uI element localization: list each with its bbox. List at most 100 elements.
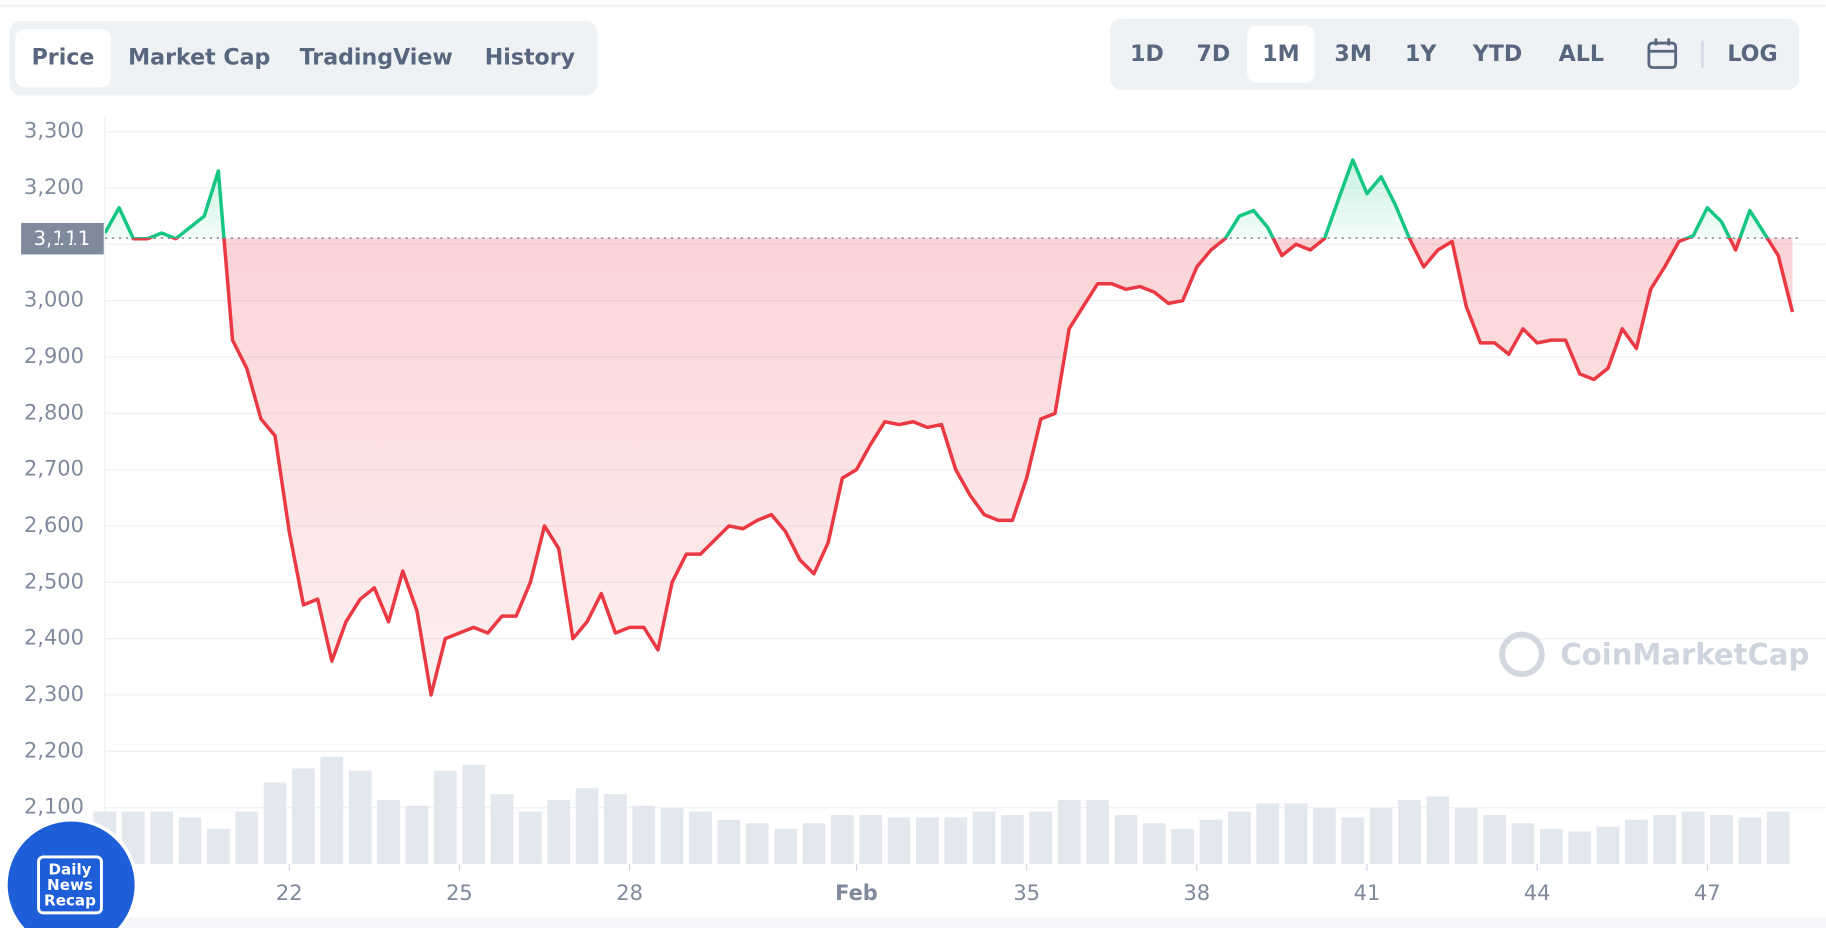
volume-bar bbox=[1454, 808, 1478, 864]
tab-button[interactable]: TradingView bbox=[300, 45, 453, 71]
volume-bar bbox=[1086, 799, 1109, 864]
range-button[interactable]: 1Y bbox=[1405, 41, 1437, 67]
volume-bar bbox=[1057, 799, 1081, 864]
y-tick-label: 2,800 bbox=[24, 400, 84, 424]
active-range-bg bbox=[1247, 25, 1315, 83]
volume-bar bbox=[859, 815, 883, 864]
volume-bar bbox=[1029, 811, 1053, 864]
volume-bar bbox=[660, 808, 684, 864]
calendar-icon[interactable] bbox=[1647, 38, 1678, 69]
badge-text: Daily bbox=[48, 860, 91, 878]
y-tick-label: 2,400 bbox=[24, 626, 84, 650]
volume-bar bbox=[1142, 823, 1166, 864]
x-tick-label: Feb bbox=[835, 881, 878, 905]
volume-bar bbox=[916, 817, 939, 864]
range-button[interactable]: 3M bbox=[1334, 41, 1371, 67]
volume-bar bbox=[235, 811, 259, 864]
x-tick-label: 35 bbox=[1013, 881, 1040, 905]
watermark: CoinMarketCap bbox=[1499, 631, 1809, 678]
volume-bar bbox=[1171, 829, 1194, 864]
range-button[interactable]: YTD bbox=[1472, 41, 1522, 67]
y-tick-label: 2,900 bbox=[24, 344, 84, 368]
volume-bar bbox=[1625, 819, 1648, 864]
log-button[interactable]: LOG bbox=[1727, 41, 1777, 67]
volume-bar bbox=[944, 817, 968, 864]
y-tick-label: 2,100 bbox=[24, 795, 84, 819]
y-tick-label: 3,300 bbox=[24, 119, 84, 143]
volume-bar bbox=[518, 811, 542, 864]
range-button[interactable]: 1M bbox=[1262, 41, 1299, 67]
volume-bar bbox=[1001, 815, 1024, 864]
x-tick-label: 28 bbox=[616, 881, 643, 905]
volume-bar bbox=[1256, 803, 1280, 864]
active-tab-bg bbox=[15, 29, 111, 88]
volume-bar bbox=[405, 805, 429, 864]
watermark-text: CoinMarketCap bbox=[1560, 638, 1809, 672]
volume-bar bbox=[972, 811, 996, 864]
x-tick-label: 47 bbox=[1694, 881, 1721, 905]
volume-bar bbox=[1596, 826, 1620, 864]
y-tick-label: 3,000 bbox=[24, 288, 84, 312]
volume-bar bbox=[689, 811, 712, 864]
badge-text: Recap bbox=[44, 892, 96, 910]
volume-bar bbox=[1341, 817, 1365, 864]
y-tick-label: 3,200 bbox=[24, 175, 84, 199]
y-tick-label: 2,700 bbox=[24, 457, 84, 481]
volume-bar bbox=[490, 794, 514, 864]
volume-bar bbox=[348, 770, 372, 864]
volume-bar bbox=[1539, 829, 1563, 864]
volume-bar bbox=[462, 764, 485, 864]
volume-bar bbox=[1228, 811, 1251, 864]
tab-bar bbox=[9, 20, 598, 96]
reference-label: 3,111 bbox=[34, 227, 91, 250]
volume-bar bbox=[1738, 817, 1762, 864]
y-tick-label: 2,600 bbox=[24, 513, 84, 537]
range-button[interactable]: ALL bbox=[1559, 41, 1604, 67]
x-axis-strip bbox=[104, 917, 1826, 928]
x-tick-label: 41 bbox=[1354, 881, 1381, 905]
volume-bar bbox=[604, 794, 627, 864]
volume-bar bbox=[433, 770, 457, 864]
volume-bar bbox=[1398, 799, 1421, 864]
x-tick-label: 44 bbox=[1524, 881, 1551, 905]
volume-bar bbox=[1653, 815, 1677, 864]
volume-bar bbox=[745, 823, 769, 864]
volume-bar bbox=[1369, 808, 1393, 864]
volume-bar bbox=[150, 811, 173, 864]
volume-bar bbox=[632, 805, 656, 864]
tab-button[interactable]: History bbox=[485, 45, 576, 71]
volume-bar bbox=[1568, 831, 1592, 864]
volume-bar bbox=[178, 817, 202, 864]
x-tick-label: 22 bbox=[276, 881, 303, 905]
range-button[interactable]: 1D bbox=[1130, 41, 1164, 67]
volume-bar bbox=[575, 788, 599, 864]
tab-button[interactable]: Market Cap bbox=[128, 45, 270, 71]
x-tick-label: 25 bbox=[446, 881, 473, 905]
volume-bar bbox=[1710, 815, 1733, 864]
volume-bar bbox=[292, 768, 315, 864]
volume-bar bbox=[774, 829, 797, 864]
volume-bar bbox=[320, 756, 344, 864]
volume-bar bbox=[263, 782, 287, 864]
volume-bar bbox=[887, 817, 911, 864]
y-tick-label: 3,100 bbox=[24, 231, 84, 255]
volume-bar bbox=[1483, 815, 1506, 864]
x-tick-label: 38 bbox=[1183, 881, 1210, 905]
volume-bar bbox=[1511, 823, 1535, 864]
badge-text: News bbox=[47, 876, 93, 894]
y-tick-label: 2,300 bbox=[24, 682, 84, 706]
volume-bar bbox=[1426, 796, 1450, 864]
price-area bbox=[104, 159, 1793, 696]
volume-bar bbox=[802, 823, 826, 864]
y-tick-label: 2,200 bbox=[24, 738, 84, 762]
volume-bar bbox=[1313, 808, 1336, 864]
reference-label-bg bbox=[21, 222, 104, 255]
volume-bar bbox=[1114, 815, 1138, 864]
tab-button[interactable]: Price bbox=[32, 45, 95, 71]
range-button[interactable]: 7D bbox=[1197, 41, 1231, 67]
volume-bar bbox=[1199, 819, 1223, 864]
volume-bar bbox=[207, 829, 230, 864]
volume-bar bbox=[830, 815, 854, 864]
